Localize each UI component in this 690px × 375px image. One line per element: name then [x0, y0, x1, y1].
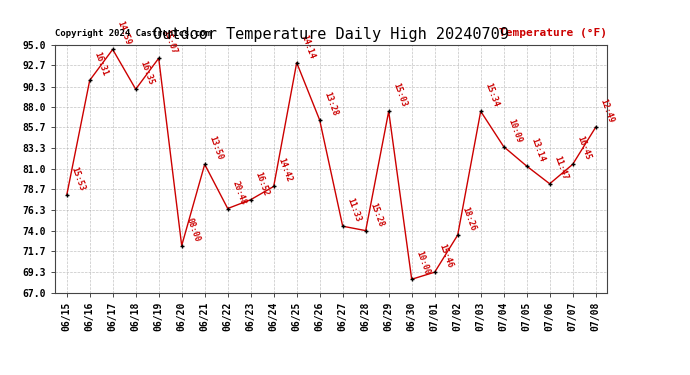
Text: 11:47: 11:47: [553, 154, 569, 181]
Text: 20:48: 20:48: [230, 179, 248, 206]
Text: 14:42: 14:42: [277, 157, 293, 184]
Text: 15:28: 15:28: [368, 201, 386, 228]
Text: 15:53: 15:53: [70, 166, 86, 192]
Text: 12:49: 12:49: [598, 98, 615, 124]
Text: 16:31: 16:31: [92, 51, 110, 78]
Text: 15:46: 15:46: [437, 243, 455, 269]
Text: 16:45: 16:45: [575, 135, 593, 162]
Text: 15:07: 15:07: [161, 29, 179, 56]
Text: 13:14: 13:14: [529, 137, 546, 164]
Text: 18:26: 18:26: [460, 206, 477, 232]
Text: 16:35: 16:35: [139, 60, 155, 86]
Text: 15:03: 15:03: [391, 82, 408, 108]
Text: Temperature (°F): Temperature (°F): [499, 28, 607, 38]
Text: 13:28: 13:28: [322, 91, 339, 117]
Title: Outdoor Temperature Daily High 20240709: Outdoor Temperature Daily High 20240709: [153, 27, 509, 42]
Text: 10:00: 10:00: [415, 250, 431, 276]
Text: 16:52: 16:52: [253, 170, 270, 197]
Text: 14:14: 14:14: [299, 33, 317, 60]
Text: 14:59: 14:59: [115, 20, 132, 46]
Text: 10:09: 10:09: [506, 117, 524, 144]
Text: 08:00: 08:00: [184, 216, 201, 243]
Text: 13:50: 13:50: [208, 135, 224, 162]
Text: Copyright 2024 Castronics.com: Copyright 2024 Castronics.com: [55, 28, 211, 38]
Text: 11:33: 11:33: [346, 197, 362, 223]
Text: 15:34: 15:34: [484, 82, 500, 108]
